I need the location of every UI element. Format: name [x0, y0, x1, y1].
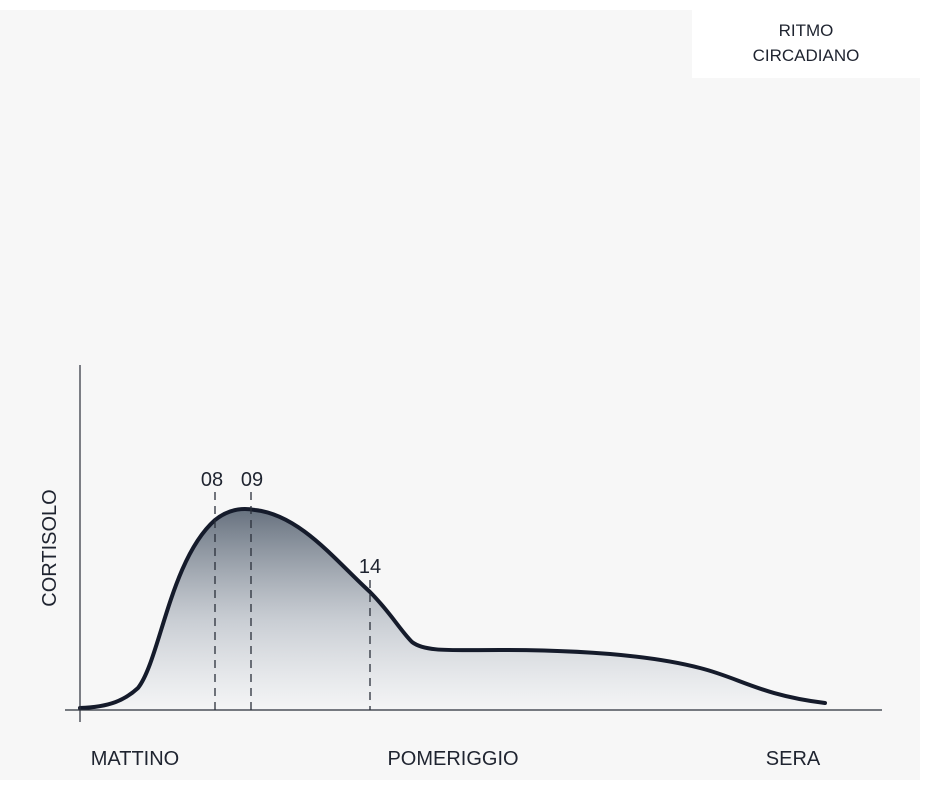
title-box [692, 10, 920, 78]
marker-label: 14 [359, 556, 381, 578]
marker-label: 08 [201, 469, 223, 491]
title-line: CIRCADIANO [753, 46, 860, 65]
x-axis-label: POMERIGGIO [387, 748, 518, 770]
x-axis-label: MATTINO [91, 748, 180, 770]
y-axis-label: CORTISOLO [39, 489, 61, 606]
marker-label: 09 [241, 469, 263, 491]
title-line: RITMO [779, 21, 834, 40]
cortisol-curve [78, 507, 827, 710]
x-axis-label: SERA [766, 748, 821, 770]
curve-area [80, 509, 825, 710]
